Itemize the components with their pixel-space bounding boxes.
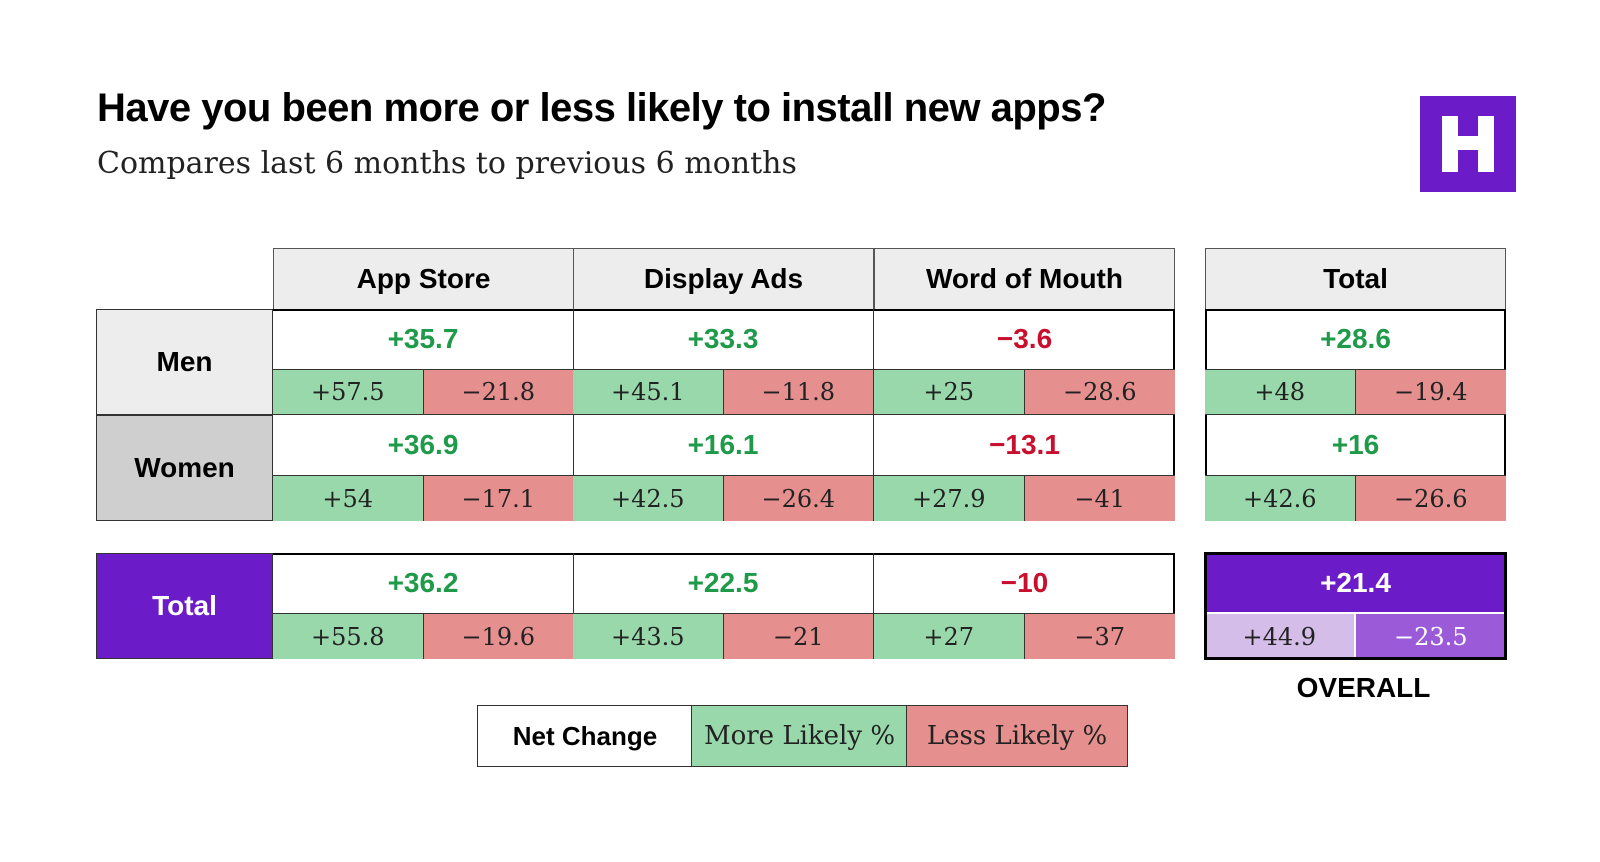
net-change-total-word-of-mouth: −10: [874, 553, 1175, 614]
legend-net-change: Net Change: [477, 705, 693, 767]
net-change-women-app-store: +36.9: [273, 415, 574, 476]
more-likely-men-display-ads: +45.1: [573, 370, 724, 415]
net-change-men-total: +28.6: [1205, 309, 1506, 370]
less-likely-men-display-ads: −11.8: [723, 370, 874, 415]
net-change-total-app-store: +36.2: [273, 553, 574, 614]
more-likely-total-total: +44.9: [1205, 614, 1356, 659]
less-likely-men-word-of-mouth: −28.6: [1024, 370, 1175, 415]
less-likely-total-total: −23.5: [1355, 614, 1506, 659]
more-likely-women-app-store: +54: [273, 476, 424, 521]
net-change-men-word-of-mouth: −3.6: [874, 309, 1175, 370]
col-header-app-store: App Store: [273, 248, 574, 310]
net-change-total-total: +21.4: [1205, 553, 1506, 614]
col-header-display-ads: Display Ads: [573, 248, 874, 310]
more-likely-women-display-ads: +42.5: [573, 476, 724, 521]
legend-less-likely: Less Likely %: [906, 705, 1128, 767]
less-likely-total-display-ads: −21: [723, 614, 874, 659]
less-likely-women-word-of-mouth: −41: [1024, 476, 1175, 521]
less-likely-men-app-store: −21.8: [423, 370, 574, 415]
less-likely-women-display-ads: −26.4: [723, 476, 874, 521]
net-change-women-total: +16: [1205, 415, 1506, 476]
overall-label: OVERALL: [1296, 672, 1431, 703]
less-likely-women-app-store: −17.1: [423, 476, 574, 521]
less-likely-total-app-store: −19.6: [423, 614, 574, 659]
chart-title: Have you been more or less likely to ins…: [97, 86, 1106, 130]
less-likely-men-total: −19.4: [1355, 370, 1506, 415]
brand-logo-icon: [1420, 96, 1516, 192]
more-likely-women-word-of-mouth: +27.9: [874, 476, 1025, 521]
row-header-men: Men: [96, 309, 273, 415]
col-header-word-of-mouth: Word of Mouth: [874, 248, 1175, 310]
row-header-total: Total: [96, 553, 273, 659]
net-change-women-display-ads: +16.1: [573, 415, 874, 476]
net-change-men-app-store: +35.7: [273, 309, 574, 370]
chart-subtitle: Compares last 6 months to previous 6 mon…: [97, 146, 797, 181]
net-change-women-word-of-mouth: −13.1: [874, 415, 1175, 476]
col-header-total: Total: [1205, 248, 1506, 310]
more-likely-men-app-store: +57.5: [273, 370, 424, 415]
net-change-men-display-ads: +33.3: [573, 309, 874, 370]
net-change-total-display-ads: +22.5: [573, 553, 874, 614]
more-likely-men-total: +48: [1205, 370, 1356, 415]
less-likely-total-word-of-mouth: −37: [1024, 614, 1175, 659]
more-likely-men-word-of-mouth: +25: [874, 370, 1025, 415]
row-header-women: Women: [96, 415, 273, 521]
more-likely-total-word-of-mouth: +27: [874, 614, 1025, 659]
overall-border: [1204, 552, 1507, 660]
more-likely-total-app-store: +55.8: [273, 614, 424, 659]
legend-more-likely: More Likely %: [691, 705, 908, 767]
more-likely-women-total: +42.6: [1205, 476, 1356, 521]
less-likely-women-total: −26.6: [1355, 476, 1506, 521]
more-likely-total-display-ads: +43.5: [573, 614, 724, 659]
